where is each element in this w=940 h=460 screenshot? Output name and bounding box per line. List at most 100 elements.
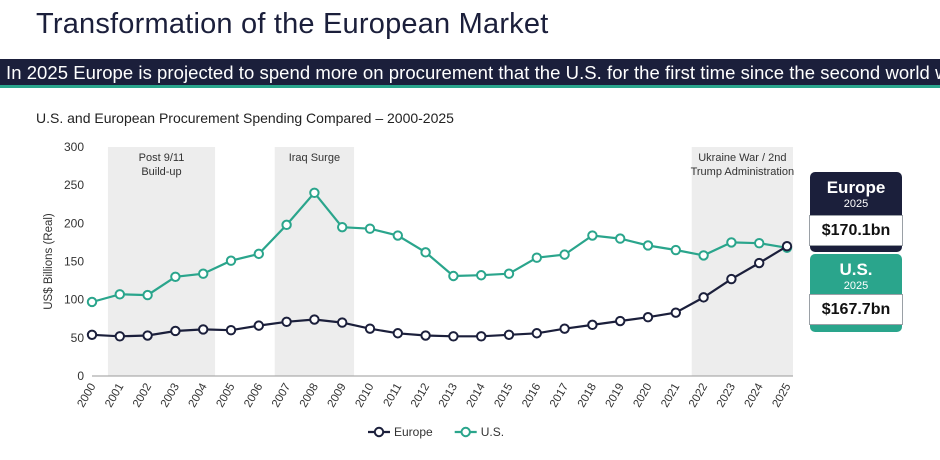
y-axis-label: US$ Billions (Real)	[43, 213, 55, 310]
x-tick-label: 2002	[131, 382, 154, 410]
x-tick-label: 2020	[631, 382, 654, 410]
data-point-europe	[337, 317, 348, 328]
legend-marker	[373, 426, 385, 438]
data-point-us	[754, 237, 765, 249]
page-title: Transformation of the European Market	[36, 8, 549, 40]
data-point-us	[225, 255, 237, 266]
data-point-europe	[781, 241, 793, 252]
data-point-us	[559, 249, 570, 260]
x-tick-label: 2004	[187, 381, 210, 410]
x-tick-label: 2016	[520, 382, 543, 410]
x-tick-label: 2019	[604, 382, 627, 410]
x-tick-label: 2018	[576, 382, 599, 410]
data-point-europe	[198, 324, 209, 335]
x-tick-label: 2006	[242, 382, 265, 410]
data-point-us	[448, 270, 459, 282]
banner-text: In 2025 Europe is projected to spend mor…	[6, 62, 940, 83]
data-point-us	[309, 187, 320, 199]
data-point-us	[170, 271, 181, 282]
x-tick-label: 2014	[465, 381, 488, 410]
y-tick-label: 0	[77, 369, 84, 383]
us-callout: U.S. 2025 $167.7bn	[809, 254, 903, 332]
y-tick-label: 150	[64, 255, 84, 269]
x-tick-label: 2007	[270, 382, 293, 410]
x-tick-label: 2025	[770, 382, 793, 410]
data-point-us	[281, 219, 292, 231]
shaded-period-label: Iraq Surge	[289, 152, 340, 164]
data-point-europe	[253, 320, 264, 331]
shaded-period-2	[691, 147, 793, 376]
y-tick-label: 50	[71, 331, 85, 345]
x-tick-label: 2000	[75, 382, 98, 410]
data-point-europe	[142, 330, 153, 341]
data-point-us	[142, 289, 153, 301]
data-point-europe	[309, 314, 320, 325]
x-tick-label: 2010	[353, 382, 376, 410]
x-tick-label: 2024	[743, 381, 766, 410]
data-point-europe	[281, 316, 292, 328]
x-tick-label: 2008	[298, 382, 321, 410]
data-point-us	[253, 248, 264, 260]
x-tick-label: 2015	[492, 382, 515, 410]
data-point-us	[476, 270, 487, 281]
x-tick-label: 2013	[437, 382, 460, 410]
data-point-us	[726, 237, 737, 248]
x-tick-label: 2012	[409, 382, 432, 410]
shaded-period-label: Post 9/11	[139, 152, 185, 164]
y-tick-label: 250	[64, 178, 84, 192]
europe-callout-year: 2025	[843, 198, 869, 210]
x-tick-label: 2011	[382, 382, 405, 409]
data-point-us	[503, 268, 515, 279]
data-point-europe	[114, 331, 126, 342]
data-point-europe	[754, 257, 765, 269]
data-point-europe	[392, 328, 403, 339]
data-point-us	[364, 223, 376, 234]
shaded-period-label: Trump Administration	[691, 166, 795, 178]
data-point-us	[392, 230, 403, 241]
x-tick-label: 2017	[548, 382, 571, 410]
data-point-europe	[225, 325, 237, 336]
y-tick-label: 200	[64, 216, 84, 230]
legend-label: Europe	[394, 425, 433, 439]
headline-banner: In 2025 Europe is projected to spend mor…	[0, 59, 940, 88]
data-point-us	[615, 233, 626, 244]
data-point-europe	[503, 329, 515, 340]
x-tick-label: 2001	[103, 382, 126, 410]
data-point-us	[587, 230, 598, 241]
legend-label: U.S.	[481, 425, 504, 439]
x-tick-label: 2009	[326, 382, 349, 410]
data-point-europe	[170, 325, 181, 337]
data-point-us	[642, 240, 654, 251]
europe-callout-value: $170.1bn	[809, 215, 903, 246]
data-point-us	[670, 244, 681, 256]
data-point-europe	[615, 315, 626, 327]
data-point-europe	[698, 292, 709, 303]
y-tick-label: 100	[64, 293, 84, 307]
data-point-us	[114, 289, 126, 300]
data-point-europe	[448, 331, 459, 342]
data-point-europe	[642, 312, 654, 323]
data-point-us	[420, 247, 431, 258]
x-tick-label: 2003	[159, 382, 182, 410]
data-point-europe	[420, 330, 431, 341]
x-tick-label: 2005	[214, 382, 237, 410]
x-tick-label: 2023	[715, 382, 738, 410]
data-point-europe	[531, 328, 542, 339]
y-tick-label: 300	[64, 140, 84, 154]
us-callout-value: $167.7bn	[809, 294, 903, 325]
data-point-us	[698, 250, 709, 261]
data-point-europe	[726, 273, 737, 285]
chart-title: U.S. and European Procurement Spending C…	[36, 110, 454, 126]
data-point-europe	[559, 323, 570, 334]
shaded-period-0	[107, 147, 216, 376]
data-point-us	[531, 252, 542, 263]
us-callout-name: U.S.	[839, 260, 873, 279]
data-point-us	[86, 296, 98, 308]
data-point-europe	[670, 307, 681, 318]
europe-callout: Europe 2025 $170.1bn	[809, 172, 903, 252]
europe-callout-name: Europe	[826, 178, 886, 197]
data-point-europe	[476, 331, 487, 342]
us-callout-year: 2025	[843, 280, 869, 292]
x-tick-label: 2022	[687, 382, 710, 410]
